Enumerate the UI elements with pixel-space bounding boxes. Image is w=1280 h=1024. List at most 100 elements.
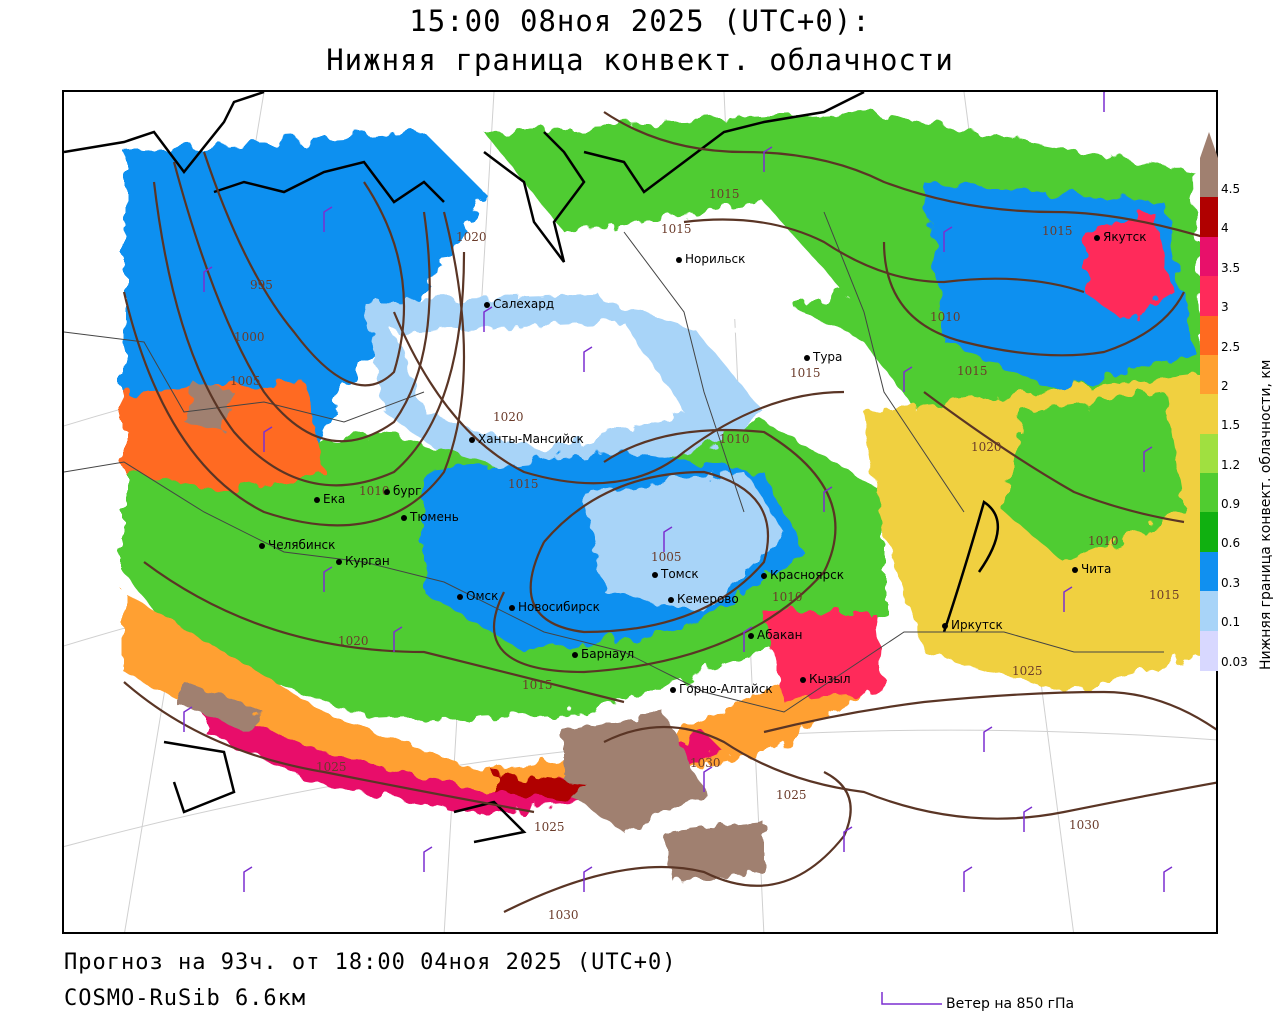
legend-swatch <box>1200 394 1218 435</box>
city-marker-icon <box>572 651 578 658</box>
legend-swatch <box>1200 236 1218 278</box>
city-name: Иркутск <box>951 618 1003 632</box>
legend-tick-label: 4 <box>1221 221 1229 236</box>
isobar-label: 1020 <box>338 634 369 648</box>
city-name: Ека <box>323 492 346 506</box>
city-label: бург <box>384 484 421 498</box>
isobar-label: 1015 <box>508 477 539 491</box>
city-name: Кемерово <box>677 592 739 606</box>
isobar-label: 1025 <box>776 788 807 802</box>
city-name: Барнаул <box>581 647 635 661</box>
cloud-field-highbase <box>174 382 764 882</box>
isobar-label: 1015 <box>957 364 988 378</box>
forecast-info: Прогноз на 93ч. от 18:00 04ноя 2025 (UTC… <box>64 950 677 975</box>
city-name: Тюмень <box>410 510 459 524</box>
city-marker-icon <box>314 496 320 503</box>
coastline-borders <box>64 92 999 844</box>
city-marker-icon <box>457 593 463 600</box>
city-marker-icon <box>942 622 948 629</box>
city-label: Омск <box>457 589 498 603</box>
wind-legend-label: Ветер на 850 гПа <box>946 996 1075 1012</box>
isobar-label: 1015 <box>661 222 692 236</box>
legend-swatch <box>1200 158 1218 199</box>
city-label: Кызыл <box>800 672 851 686</box>
legend-swatch <box>1200 354 1218 396</box>
city-marker-icon <box>800 676 806 683</box>
legend-max-arrow <box>1200 132 1218 158</box>
city-name: бург <box>393 484 422 498</box>
model-name: COSMO-RuSib 6.6км <box>64 986 307 1011</box>
isobar-label: 1010 <box>359 484 390 498</box>
isobar-label: 1015 <box>522 678 553 692</box>
isobar-label: 1020 <box>456 230 487 244</box>
city-name: Красноярск <box>770 568 844 582</box>
legend-tick-label: 0.1 <box>1221 615 1241 630</box>
city-marker-icon <box>676 256 682 263</box>
isobar-label: 1015 <box>709 187 740 201</box>
city-label: Иркутск <box>942 618 1003 632</box>
city-marker-icon <box>652 571 658 578</box>
isobar-label: 1005 <box>230 374 261 388</box>
city-name: Курган <box>345 554 390 568</box>
isobar-label: 1030 <box>690 756 721 770</box>
legend-swatch <box>1200 433 1218 475</box>
legend-tick-label: 0.03 <box>1221 654 1248 669</box>
city-marker-icon <box>484 301 490 308</box>
city-marker-icon <box>748 632 754 639</box>
legend-title: Нижняя граница конвект. облачности, км <box>1258 359 1274 670</box>
forecast-map[interactable]: 1020 1015 1015 1015 995 1000 1005 1010 1015 1015 1… <box>62 90 1218 934</box>
city-marker-icon <box>668 596 674 603</box>
legend-tick-label: 3.5 <box>1221 260 1241 275</box>
city-name: Омск <box>466 589 499 603</box>
legend-tick-label: 0.6 <box>1221 536 1241 551</box>
isobar-label: 1010 <box>719 432 750 446</box>
legend-tick-label: 2.5 <box>1221 339 1241 354</box>
legend-tick-label: 4.5 <box>1221 182 1241 196</box>
isobar-label: 1025 <box>1012 664 1043 678</box>
legend-tick-label: 2 <box>1221 378 1229 393</box>
city-marker-icon <box>670 686 676 693</box>
city-label: Норильск <box>676 252 745 266</box>
city-name: Горно-Алтайск <box>679 682 773 696</box>
city-label: Горно-Алтайск <box>670 682 773 696</box>
city-name: Салехард <box>493 297 555 311</box>
city-marker-icon <box>1094 234 1100 241</box>
city-label: Якутск <box>1094 230 1147 244</box>
isobar-label: 1015 <box>1042 224 1073 238</box>
isobar-label: 1030 <box>548 908 579 922</box>
city-marker-icon <box>761 572 767 579</box>
city-label: Абакан <box>748 628 802 642</box>
city-label: Тура <box>804 350 842 364</box>
wind-barbs <box>183 92 1173 892</box>
city-label: Тюмень <box>401 510 459 524</box>
map-title-time: 15:00 08ноя 2025 (UTC+0): <box>409 4 871 38</box>
city-name: Норильск <box>685 252 746 266</box>
city-label: Ека <box>314 492 345 506</box>
isobar-lines <box>122 111 1216 913</box>
legend-swatch <box>1200 630 1218 671</box>
legend-swatch <box>1200 473 1218 514</box>
legend-swatch <box>1200 315 1218 356</box>
admin-borders <box>64 211 1164 713</box>
city-label: Барнаул <box>572 647 634 661</box>
city-label: Томск <box>652 567 699 581</box>
city-marker-icon <box>336 558 342 565</box>
legend-tick-label: 3 <box>1221 300 1229 315</box>
map-canvas <box>64 92 1216 932</box>
legend-tick-label: 0.9 <box>1221 497 1241 512</box>
legend-swatch <box>1200 197 1218 238</box>
city-marker-icon <box>1072 566 1078 573</box>
city-name: Томск <box>661 567 699 581</box>
legend-colorbar <box>1200 158 1218 671</box>
isobar-label: 1010 <box>772 590 803 604</box>
city-marker-icon <box>804 354 810 361</box>
city-name: Абакан <box>757 628 803 642</box>
legend-swatch <box>1200 551 1218 593</box>
city-marker-icon <box>259 542 265 549</box>
isobar-label: 1025 <box>316 760 347 774</box>
wind-barb-legend-icon <box>881 992 942 1005</box>
city-marker-icon <box>401 514 407 521</box>
city-marker-icon <box>509 604 515 611</box>
city-name: Новосибирск <box>518 600 600 614</box>
legend-swatch <box>1200 591 1218 632</box>
